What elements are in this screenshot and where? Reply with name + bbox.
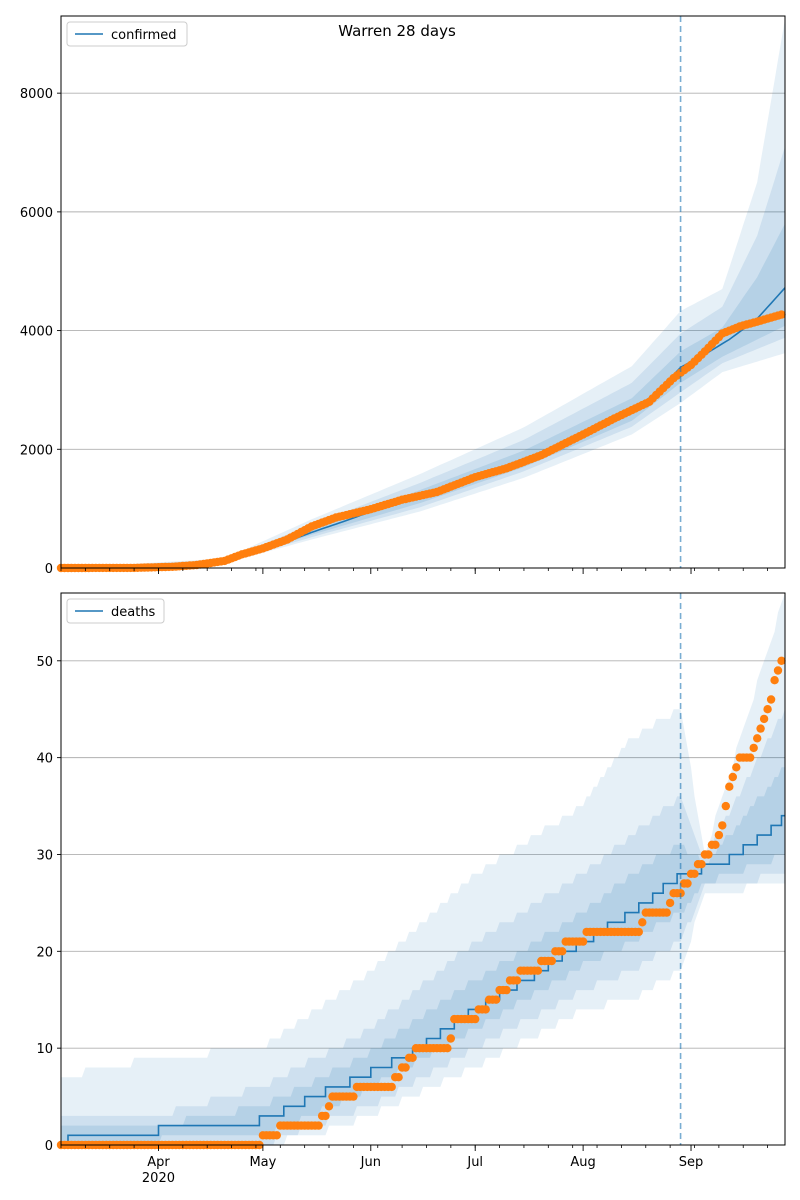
legend-label: deaths bbox=[111, 605, 156, 620]
data-point bbox=[491, 995, 501, 1004]
data-point bbox=[394, 1073, 403, 1082]
data-point bbox=[443, 1044, 452, 1053]
data-point bbox=[387, 1082, 396, 1092]
y-tick-label: 4000 bbox=[20, 325, 53, 340]
legend-box bbox=[66, 21, 188, 47]
data-point bbox=[408, 1053, 417, 1063]
y-tick-label: 0 bbox=[45, 1139, 53, 1154]
y-tick-label: 20 bbox=[36, 945, 53, 960]
data-point bbox=[777, 656, 786, 665]
y-tick-label: 8000 bbox=[20, 87, 53, 102]
data-point bbox=[759, 714, 769, 724]
y-tick-label: 10 bbox=[36, 1042, 53, 1057]
data-point bbox=[547, 956, 556, 966]
y-tick-label: 0 bbox=[45, 562, 53, 577]
data-point bbox=[533, 966, 543, 975]
x-tick-label: Aug bbox=[570, 1155, 595, 1170]
legend-box bbox=[66, 598, 165, 624]
data-point bbox=[634, 927, 643, 937]
y-tick-label: 2000 bbox=[20, 443, 53, 458]
data-point bbox=[732, 763, 741, 772]
data-point bbox=[578, 937, 588, 946]
data-point bbox=[756, 724, 765, 733]
legend-label: confirmed bbox=[111, 28, 177, 43]
data-point bbox=[697, 860, 706, 869]
data-point bbox=[690, 869, 699, 878]
y-tick-label: 50 bbox=[36, 655, 53, 670]
series-line bbox=[61, 814, 785, 1146]
data-point bbox=[314, 1121, 323, 1130]
data-point bbox=[321, 1111, 330, 1121]
data-point bbox=[502, 985, 511, 995]
confidence-band bbox=[61, 19, 785, 568]
data-point bbox=[721, 801, 730, 811]
data-point bbox=[753, 734, 762, 743]
plot-frame bbox=[60, 15, 786, 569]
data-point bbox=[446, 1034, 455, 1043]
y-tick-label: 30 bbox=[36, 848, 53, 863]
data-point bbox=[725, 782, 734, 791]
data-point bbox=[401, 1063, 410, 1072]
data-point bbox=[665, 898, 675, 908]
y-tick-label: 6000 bbox=[20, 206, 53, 221]
data-point bbox=[770, 676, 779, 685]
x-tick-year-label: 2020 bbox=[142, 1171, 175, 1186]
data-point bbox=[512, 976, 522, 985]
data-point bbox=[683, 879, 692, 888]
confidence-band bbox=[61, 146, 785, 568]
x-tick-label: Jul bbox=[466, 1155, 483, 1170]
y-tick-label: 40 bbox=[36, 752, 53, 767]
confidence-band bbox=[61, 709, 785, 1145]
data-point bbox=[763, 705, 772, 714]
data-point bbox=[272, 1131, 281, 1140]
confirmed-panel: 0 2000 4000 6000 8000 confirmed bbox=[20, 15, 786, 577]
data-point bbox=[773, 666, 783, 675]
data-point bbox=[749, 743, 758, 753]
data-point bbox=[471, 1014, 480, 1024]
data-point bbox=[728, 772, 737, 782]
data-point bbox=[324, 1102, 334, 1111]
data-point bbox=[746, 753, 755, 762]
data-point bbox=[718, 821, 727, 830]
data-point bbox=[777, 310, 786, 319]
x-tick-label: Apr bbox=[147, 1155, 170, 1170]
data-point bbox=[638, 918, 647, 927]
plot-frame bbox=[60, 592, 786, 1146]
data-point bbox=[558, 947, 567, 956]
data-point bbox=[714, 830, 724, 840]
data-point bbox=[704, 850, 713, 859]
x-tick-label: Jun bbox=[360, 1155, 381, 1170]
data-point bbox=[481, 1005, 490, 1014]
data-point bbox=[349, 1092, 358, 1101]
data-point bbox=[662, 908, 671, 917]
figure-title: Warren 28 days bbox=[338, 22, 456, 40]
data-point bbox=[711, 840, 720, 849]
data-point bbox=[766, 695, 776, 704]
confidence-band bbox=[61, 593, 785, 1145]
x-tick-label: May bbox=[249, 1155, 276, 1170]
x-tick-label: Sep bbox=[679, 1155, 704, 1170]
